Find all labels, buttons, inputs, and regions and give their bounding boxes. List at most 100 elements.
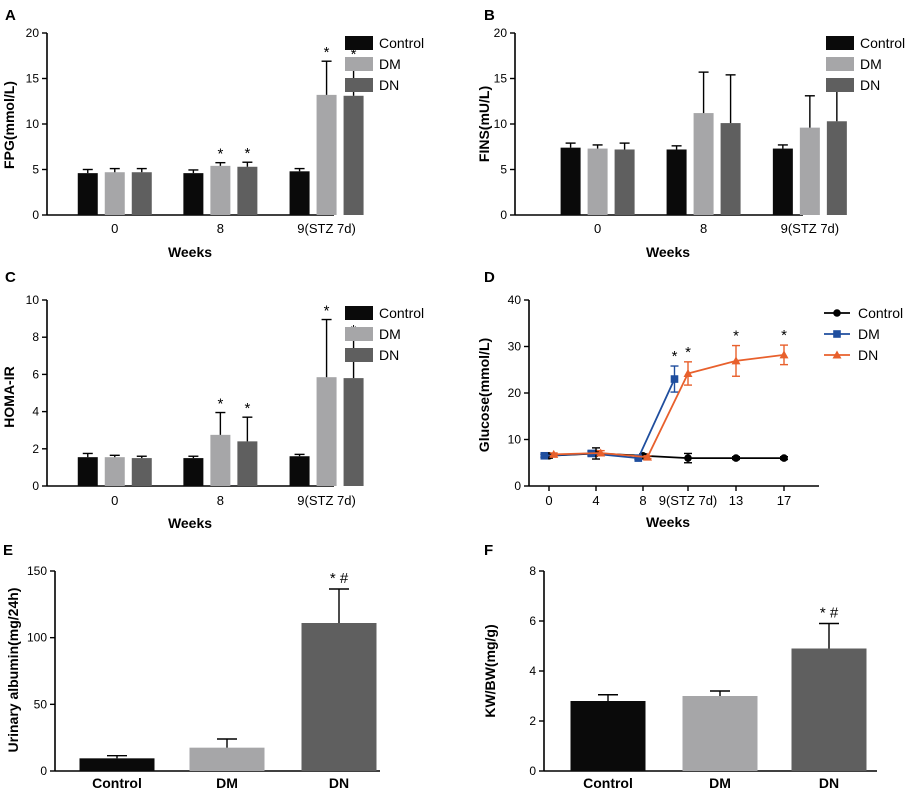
x-category-label: 8: [217, 493, 224, 508]
y-axis-title: KW/BW(mg/g): [482, 624, 498, 717]
x-category-label: 0: [545, 493, 552, 508]
legend-swatch-dn: [345, 348, 373, 362]
y-tick-label: 2: [32, 442, 39, 456]
legend-swatch-control: [345, 306, 373, 320]
x-category-label: 13: [729, 493, 743, 508]
y-tick-label: 6: [32, 367, 39, 381]
legend-label-dn: DN: [379, 347, 399, 363]
y-tick-label: 8: [529, 564, 536, 578]
significance-marker: *: [217, 396, 223, 413]
bar-control: [183, 173, 204, 215]
y-tick-label: 10: [26, 293, 40, 307]
y-tick-label: 15: [494, 72, 508, 86]
y-axis-title: FINS(mU/L): [476, 86, 492, 162]
legend-marker-dn: [832, 350, 842, 359]
bar-dn: [301, 623, 377, 771]
bar-dm: [682, 696, 758, 771]
bar-dm: [189, 747, 265, 771]
x-category-label: 0: [594, 221, 601, 236]
y-tick-label: 8: [32, 330, 39, 344]
legend-label-control: Control: [379, 305, 424, 321]
bar-dm: [104, 172, 125, 215]
data-point-control: [780, 454, 788, 462]
x-category-label: DM: [709, 775, 731, 791]
bar-control: [570, 701, 646, 771]
bar-control: [183, 458, 204, 486]
bar-dn: [237, 166, 258, 215]
legend-label-control: Control: [860, 35, 905, 51]
x-category-label: 9(STZ 7d): [297, 221, 356, 236]
panel-label: F: [484, 542, 493, 559]
panel-label: A: [5, 7, 16, 24]
significance-marker: *: [217, 146, 223, 163]
bar-dn: [237, 441, 258, 486]
significance-marker: *: [324, 303, 330, 320]
significance-marker: *: [244, 145, 250, 162]
legend-marker-dm: [833, 330, 841, 338]
y-tick-label: 0: [40, 764, 47, 778]
x-category-label: DN: [819, 775, 839, 791]
bar-dn: [720, 123, 741, 215]
bar-dm: [104, 457, 125, 486]
y-tick-label: 10: [494, 117, 508, 131]
chart-panel-a: 0 5 10 15 20 A FPG(mmol/L) Weeks 0 8 9(STZ 7d) * * * *…: [1, 7, 424, 260]
data-point-dn: [683, 368, 693, 377]
panel-label: E: [3, 542, 13, 559]
y-tick-label: 0: [514, 479, 521, 493]
bar-control: [77, 457, 98, 486]
bar-dm: [316, 94, 337, 215]
bar-dn: [614, 149, 635, 215]
bar-control: [289, 171, 310, 215]
legend-swatch-dn: [345, 78, 373, 92]
bar-control: [772, 148, 793, 215]
y-tick-label: 10: [508, 433, 522, 447]
y-tick-label: 4: [529, 664, 536, 678]
y-tick-label: 20: [494, 26, 508, 40]
series-line-dm: [544, 378, 676, 460]
data-point-dm: [670, 375, 679, 383]
legend-swatch-dn: [826, 78, 854, 92]
x-category-label: 17: [777, 493, 791, 508]
bar-dm: [587, 148, 608, 215]
y-axis-title: Glucose(mmol/L): [476, 338, 492, 452]
y-axis-title: Urinary albumin(mg/24h): [5, 588, 21, 753]
legend-swatch-dm: [345, 57, 373, 71]
data-point-dn: [779, 350, 789, 359]
y-axis-title: FPG(mmol/L): [1, 81, 17, 169]
x-category-label: 9(STZ 7d): [781, 221, 840, 236]
significance-marker: *: [672, 348, 678, 365]
y-tick-label: 0: [32, 208, 39, 222]
y-tick-label: 40: [508, 293, 522, 307]
y-tick-label: 10: [26, 117, 40, 131]
significance-marker: *: [733, 328, 739, 345]
legend-swatch-dm: [826, 57, 854, 71]
x-axis-title: Weeks: [646, 244, 690, 260]
bar-control: [666, 149, 687, 215]
x-category-label: Control: [583, 775, 633, 791]
data-point-dn: [596, 448, 606, 457]
significance-marker: *: [685, 344, 691, 361]
data-point-dn: [731, 356, 741, 365]
x-category-label: 4: [592, 493, 599, 508]
bar-dm: [316, 377, 337, 486]
y-tick-label: 0: [529, 764, 536, 778]
data-point-dm: [540, 451, 549, 460]
legend-label-control: Control: [379, 35, 424, 51]
x-axis-title: Weeks: [646, 514, 690, 530]
x-category-label: 0: [111, 221, 118, 236]
y-tick-label: 5: [500, 163, 507, 177]
bar-dm: [799, 127, 820, 215]
x-category-label: DN: [329, 775, 349, 791]
significance-marker: *: [351, 46, 357, 63]
legend-label-dn: DN: [860, 77, 880, 93]
panel-label: D: [484, 269, 495, 286]
y-tick-label: 30: [508, 340, 522, 354]
y-tick-label: 50: [34, 697, 48, 711]
legend-swatch-dm: [345, 327, 373, 341]
bar-dm: [210, 434, 231, 486]
data-point-dm: [634, 454, 643, 462]
legend-label-dn: DN: [379, 77, 399, 93]
chart-panel-b: 0 5 10 15 20 B FINS(mU/L) Weeks 0 8 9(STZ 7d) Contr…: [476, 7, 905, 260]
y-tick-label: 4: [32, 405, 39, 419]
legend-swatch-control: [345, 36, 373, 50]
